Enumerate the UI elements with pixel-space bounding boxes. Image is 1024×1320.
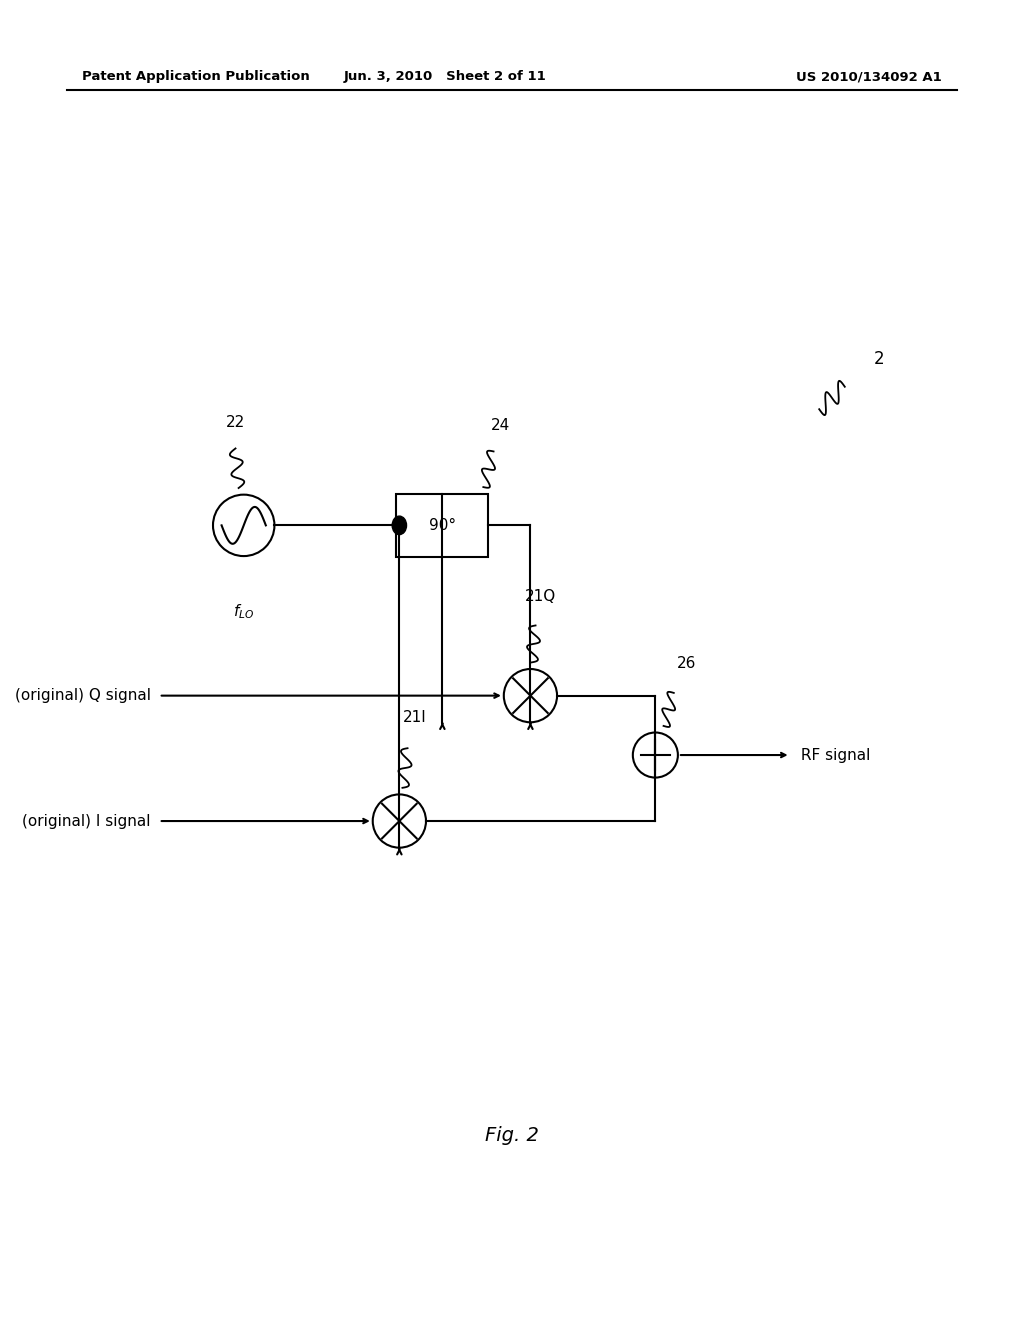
Text: Patent Application Publication: Patent Application Publication xyxy=(82,70,309,83)
Text: Jun. 3, 2010   Sheet 2 of 11: Jun. 3, 2010 Sheet 2 of 11 xyxy=(344,70,547,83)
Text: 21I: 21I xyxy=(402,710,427,726)
Text: 26: 26 xyxy=(677,656,695,672)
Text: (original) I signal: (original) I signal xyxy=(23,813,156,829)
Bar xyxy=(396,494,488,557)
Text: (original) Q signal: (original) Q signal xyxy=(14,688,156,704)
Text: 21Q: 21Q xyxy=(525,589,556,605)
Text: US 2010/134092 A1: US 2010/134092 A1 xyxy=(797,70,942,83)
Text: $f_{LO}$: $f_{LO}$ xyxy=(233,602,254,620)
Text: 90°: 90° xyxy=(429,517,456,533)
Text: 24: 24 xyxy=(492,417,510,433)
Text: Fig. 2: Fig. 2 xyxy=(485,1126,539,1144)
Text: 22: 22 xyxy=(226,414,245,429)
Circle shape xyxy=(392,516,407,535)
Text: RF signal: RF signal xyxy=(796,747,870,763)
Text: 2: 2 xyxy=(873,350,884,368)
